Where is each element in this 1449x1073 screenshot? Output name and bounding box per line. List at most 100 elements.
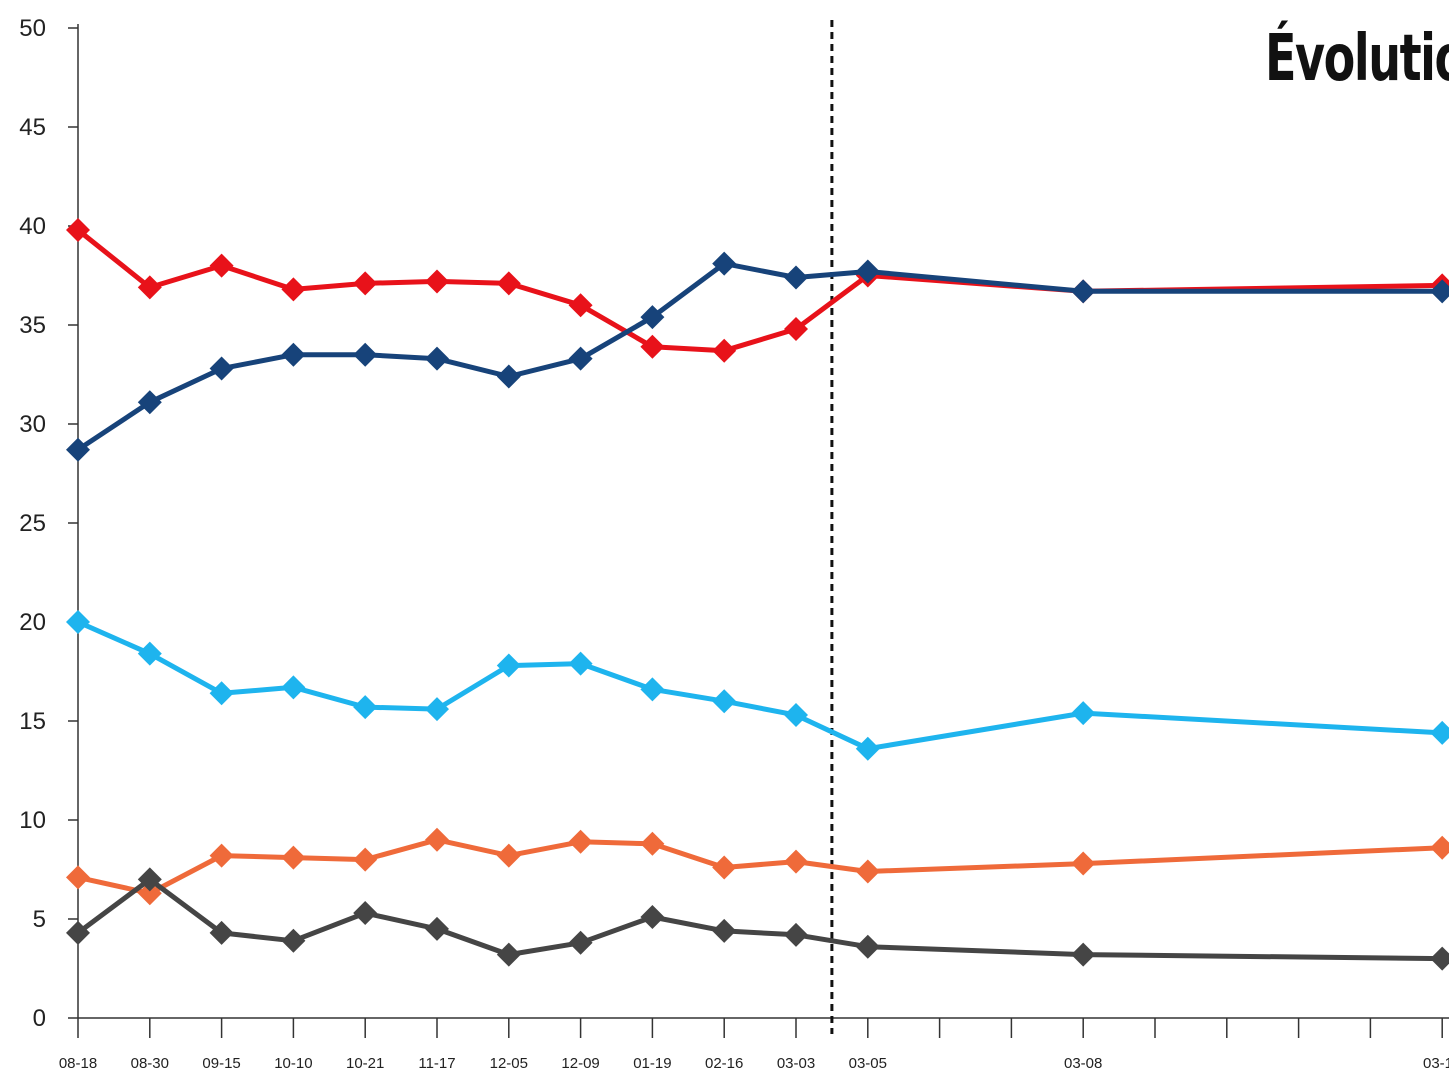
data-point-marker (784, 849, 808, 874)
data-point-marker (425, 346, 449, 371)
data-point-marker (66, 217, 90, 242)
series-line (75, 619, 1449, 752)
data-point-marker (640, 831, 665, 856)
data-point-marker (425, 269, 449, 294)
data-point-marker (66, 437, 90, 462)
data-point-marker (209, 681, 234, 706)
x-tick-label: 10-10 (274, 1055, 312, 1072)
data-point-marker (353, 342, 378, 367)
x-tick-label: 08-30 (131, 1055, 169, 1072)
data-point-marker (353, 695, 378, 720)
y-tick-label: 45 (19, 114, 46, 141)
data-point-marker (209, 843, 234, 868)
data-point-marker (496, 942, 521, 967)
data-point-marker (1071, 701, 1096, 726)
data-point-marker (1430, 279, 1449, 304)
y-tick-label: 35 (19, 312, 46, 339)
data-point-marker (496, 843, 521, 868)
data-point-marker (209, 920, 234, 945)
data-point-marker (712, 689, 737, 714)
data-point-marker (568, 346, 593, 371)
data-point-marker (855, 736, 880, 761)
x-tick-label: 02-16 (705, 1055, 743, 1072)
x-tick-label: 12-09 (561, 1055, 599, 1072)
x-tick-label: 03-03 (777, 1055, 815, 1072)
series-line (75, 261, 1449, 453)
data-point-marker (568, 651, 593, 676)
series-line (75, 876, 1449, 962)
data-point-marker (425, 697, 449, 722)
data-point-marker (66, 610, 90, 634)
data-point-marker (855, 259, 880, 284)
data-point-marker (1430, 835, 1449, 860)
data-point-marker (568, 293, 593, 318)
data-point-marker (712, 855, 737, 880)
x-tick-label: 03-05 (849, 1055, 887, 1072)
data-point-marker (353, 901, 378, 926)
data-point-marker (1430, 946, 1449, 971)
x-tick-label: 11-17 (418, 1055, 455, 1072)
data-point-marker (784, 265, 808, 290)
data-point-marker (281, 277, 306, 302)
y-tick-label: 20 (19, 609, 46, 636)
data-point-marker (496, 271, 521, 296)
x-tick-label: 01-19 (633, 1055, 671, 1072)
data-point-marker (855, 934, 880, 959)
data-point-marker (66, 865, 90, 890)
data-point-marker (137, 867, 162, 892)
data-point-marker (137, 390, 162, 415)
y-tick-label: 0 (33, 1005, 46, 1032)
data-point-marker (281, 342, 306, 367)
data-point-marker (1071, 942, 1096, 967)
series-line (75, 227, 1449, 354)
data-point-marker (137, 275, 162, 300)
data-point-marker (66, 920, 90, 945)
y-tick-label: 25 (19, 510, 46, 537)
y-tick-label: 40 (19, 213, 46, 240)
x-tick-label: 03-13 (1423, 1055, 1449, 1072)
data-point-marker (137, 641, 162, 666)
data-point-marker (784, 922, 808, 947)
data-point-marker (712, 918, 737, 943)
series-line (75, 837, 1449, 896)
data-point-marker (568, 829, 593, 854)
data-point-marker (784, 316, 808, 341)
x-tick-label: 08-18 (59, 1055, 97, 1072)
data-point-marker (496, 364, 521, 389)
y-tick-label: 30 (19, 411, 46, 438)
y-tick-label: 5 (33, 906, 46, 933)
data-point-marker (425, 916, 449, 941)
y-tick-label: 10 (19, 807, 46, 834)
data-point-marker (496, 653, 521, 678)
data-point-marker (640, 334, 665, 359)
data-point-marker (209, 356, 234, 381)
data-point-marker (353, 271, 378, 296)
data-point-marker (353, 847, 378, 872)
x-tick-label: 09-15 (202, 1055, 240, 1072)
data-point-marker (209, 253, 234, 278)
y-tick-label: 50 (19, 15, 46, 42)
data-point-marker (640, 677, 665, 702)
x-tick-label: 12-05 (490, 1055, 528, 1072)
data-point-marker (1430, 720, 1449, 745)
data-point-marker (784, 703, 808, 728)
data-point-marker (712, 338, 737, 363)
data-point-marker (568, 930, 593, 955)
data-point-marker (640, 305, 665, 330)
data-point-marker (281, 675, 306, 700)
x-tick-label: 10-21 (346, 1055, 384, 1072)
data-point-marker (281, 845, 306, 870)
data-point-marker (712, 251, 737, 276)
data-point-marker (640, 905, 665, 930)
data-point-marker (855, 859, 880, 884)
data-point-marker (281, 928, 306, 953)
y-tick-label: 15 (19, 708, 46, 735)
data-point-marker (1071, 279, 1096, 304)
data-point-marker (1071, 851, 1096, 876)
x-tick-label: 03-08 (1064, 1055, 1102, 1072)
data-point-marker (137, 881, 162, 906)
data-point-marker (425, 827, 449, 852)
chart-title: Évolutio (1265, 22, 1449, 96)
